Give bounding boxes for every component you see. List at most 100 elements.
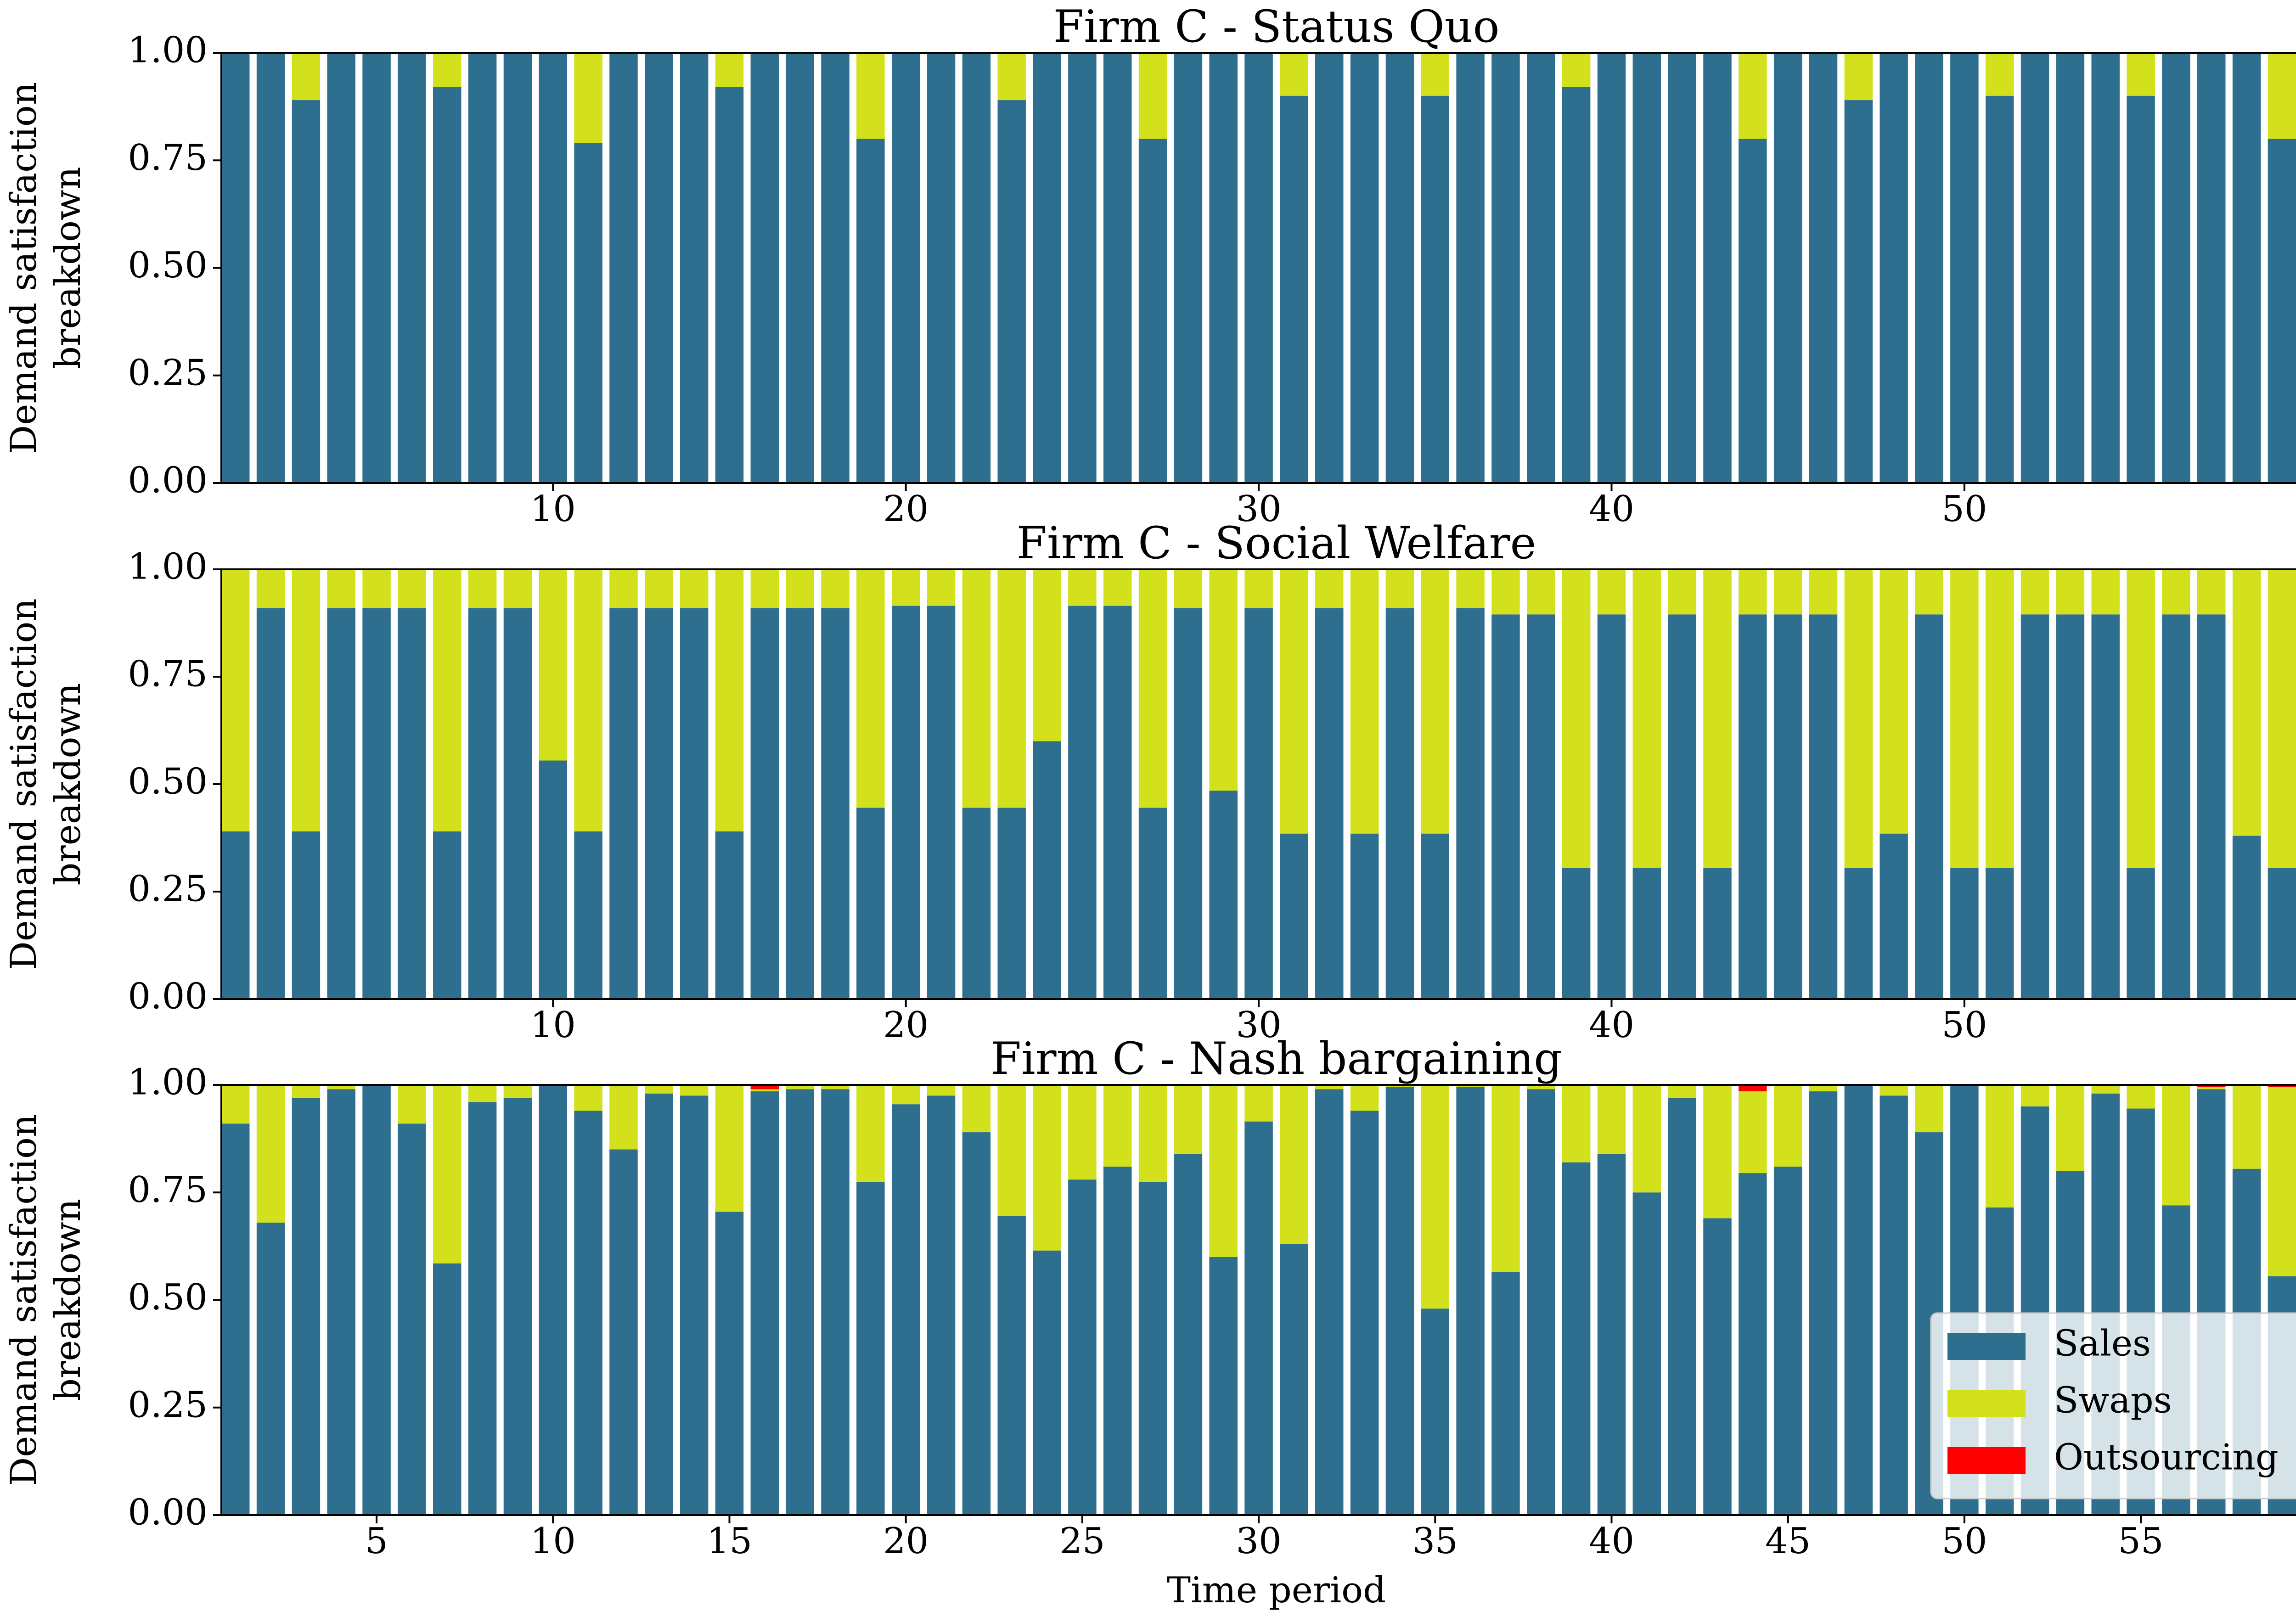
bar-sales-period-41: [1632, 868, 1661, 999]
bar-swaps-period-11: [574, 1085, 602, 1111]
legend-label-swaps: Swaps: [2054, 1380, 2172, 1421]
x-tick-label: 25: [1059, 1521, 1105, 1562]
bar-sales-period-6: [398, 608, 426, 999]
bar-swaps-period-27: [1138, 53, 1167, 139]
legend-label-outsourcing: Outsourcing: [2054, 1437, 2279, 1478]
bar-swaps-period-57: [2197, 1087, 2226, 1089]
bar-swaps-period-59: [2268, 53, 2296, 139]
bar-sales-period-55: [2127, 868, 2155, 999]
bar-sales-period-59: [2268, 139, 2296, 483]
bar-swaps-period-33: [1350, 1085, 1379, 1111]
bar-sales-period-14: [680, 1095, 709, 1515]
y-tick-label: 0.00: [128, 976, 208, 1017]
bar-sales-period-29: [1209, 1257, 1238, 1515]
bar-sales-period-23: [997, 808, 1026, 999]
x-tick-label: 20: [883, 1005, 929, 1046]
bar-swaps-period-46: [1809, 569, 1838, 615]
bar-sales-period-7: [433, 87, 461, 483]
y-tick-label: 0.00: [128, 460, 208, 501]
bar-sales-period-29: [1209, 53, 1238, 483]
bar-sales-period-35: [1421, 95, 1450, 483]
bar-sales-period-39: [1562, 868, 1591, 999]
bar-sales-period-22: [962, 808, 991, 999]
bar-sales-period-32: [1315, 1089, 1344, 1515]
y-axis-label: Demand satisfactionbreakdown: [3, 598, 89, 970]
y-axis-label-line: breakdown: [47, 683, 89, 885]
bar-sales-period-9: [503, 608, 532, 999]
bar-sales-period-43: [1703, 868, 1732, 999]
bar-swaps-period-35: [1421, 569, 1450, 834]
bar-swaps-period-23: [997, 569, 1026, 808]
legend-swatch-outsourcing: [1947, 1447, 2026, 1474]
bar-outsourcing-period-44: [1739, 1085, 1767, 1092]
y-axis-label-line: Demand satisfaction: [3, 1114, 45, 1486]
bar-swaps-period-55: [2127, 569, 2155, 868]
bar-swaps-period-32: [1315, 569, 1344, 608]
y-tick-label: 0.50: [128, 761, 208, 803]
bar-swaps-period-19: [856, 1085, 885, 1182]
bar-sales-period-2: [256, 53, 285, 483]
bar-sales-period-41: [1632, 53, 1661, 483]
bar-sales-period-12: [609, 53, 638, 483]
x-tick-label: 15: [707, 1521, 752, 1562]
bar-swaps-period-18: [821, 569, 850, 608]
bar-sales-period-47: [1844, 100, 1873, 483]
y-axis-label-line: breakdown: [47, 167, 89, 369]
bar-sales-period-54: [2091, 53, 2120, 483]
bar-swaps-period-42: [1668, 1085, 1696, 1098]
bar-sales-period-47: [1844, 868, 1873, 999]
bar-sales-period-29: [1209, 791, 1238, 999]
bar-sales-period-15: [715, 87, 744, 483]
bar-swaps-period-22: [962, 1085, 991, 1133]
bar-sales-period-36: [1456, 53, 1485, 483]
bar-sales-period-28: [1174, 1153, 1203, 1515]
y-axis-label: Demand satisfactionbreakdown: [3, 82, 89, 454]
bar-sales-period-45: [1773, 53, 1802, 483]
bar-swaps-period-44: [1739, 569, 1767, 615]
bar-swaps-period-16: [750, 1089, 779, 1092]
bar-sales-period-25: [1068, 606, 1097, 999]
bar-swaps-period-30: [1244, 1085, 1273, 1122]
bar-swaps-period-39: [1562, 569, 1591, 868]
y-tick-label: 0.75: [128, 137, 208, 179]
legend-swatch-swaps: [1947, 1390, 2026, 1417]
bar-swaps-period-30: [1244, 569, 1273, 608]
bar-sales-period-50: [1950, 53, 1979, 483]
x-tick-label: 50: [1941, 1521, 1987, 1562]
bar-swaps-period-36: [1456, 569, 1485, 608]
bar-swaps-period-41: [1632, 1085, 1661, 1193]
subplot-title: Firm C - Nash bargaining: [990, 1033, 1562, 1084]
bar-outsourcing-period-57: [2197, 1085, 2226, 1087]
bar-sales-period-31: [1280, 95, 1308, 483]
bar-sales-period-37: [1491, 1272, 1520, 1515]
bar-sales-period-11: [574, 831, 602, 999]
bar-sales-period-13: [645, 1093, 673, 1515]
y-tick-label: 1.00: [128, 30, 208, 71]
bar-sales-period-10: [539, 760, 568, 999]
bar-swaps-period-29: [1209, 1085, 1238, 1257]
bar-swaps-period-41: [1632, 569, 1661, 868]
bar-swaps-period-25: [1068, 1085, 1097, 1180]
bar-swaps-period-37: [1491, 1085, 1520, 1272]
bar-sales-period-31: [1280, 1244, 1308, 1515]
bar-sales-period-9: [503, 53, 532, 483]
y-axis-label-line: Demand satisfaction: [3, 598, 45, 970]
bar-sales-period-5: [362, 1085, 391, 1515]
bar-swaps-period-34: [1385, 1085, 1414, 1087]
bar-sales-period-48: [1880, 1095, 1908, 1515]
bar-sales-period-52: [2020, 53, 2049, 483]
x-tick-label: 60: [2295, 488, 2296, 530]
bar-sales-period-34: [1385, 53, 1414, 483]
bar-sales-period-12: [609, 1149, 638, 1515]
bar-sales-period-59: [2268, 868, 2296, 999]
bar-swaps-period-25: [1068, 569, 1097, 606]
bar-sales-period-30: [1244, 608, 1273, 999]
bar-swaps-period-59: [2268, 1087, 2296, 1276]
bar-sales-period-36: [1456, 608, 1485, 999]
bar-swaps-period-52: [2020, 1085, 2049, 1106]
bar-swaps-period-7: [433, 53, 461, 87]
bar-sales-period-10: [539, 53, 568, 483]
bar-sales-period-14: [680, 53, 709, 483]
bar-sales-period-44: [1739, 139, 1767, 483]
y-tick-label: 0.50: [128, 1277, 208, 1318]
